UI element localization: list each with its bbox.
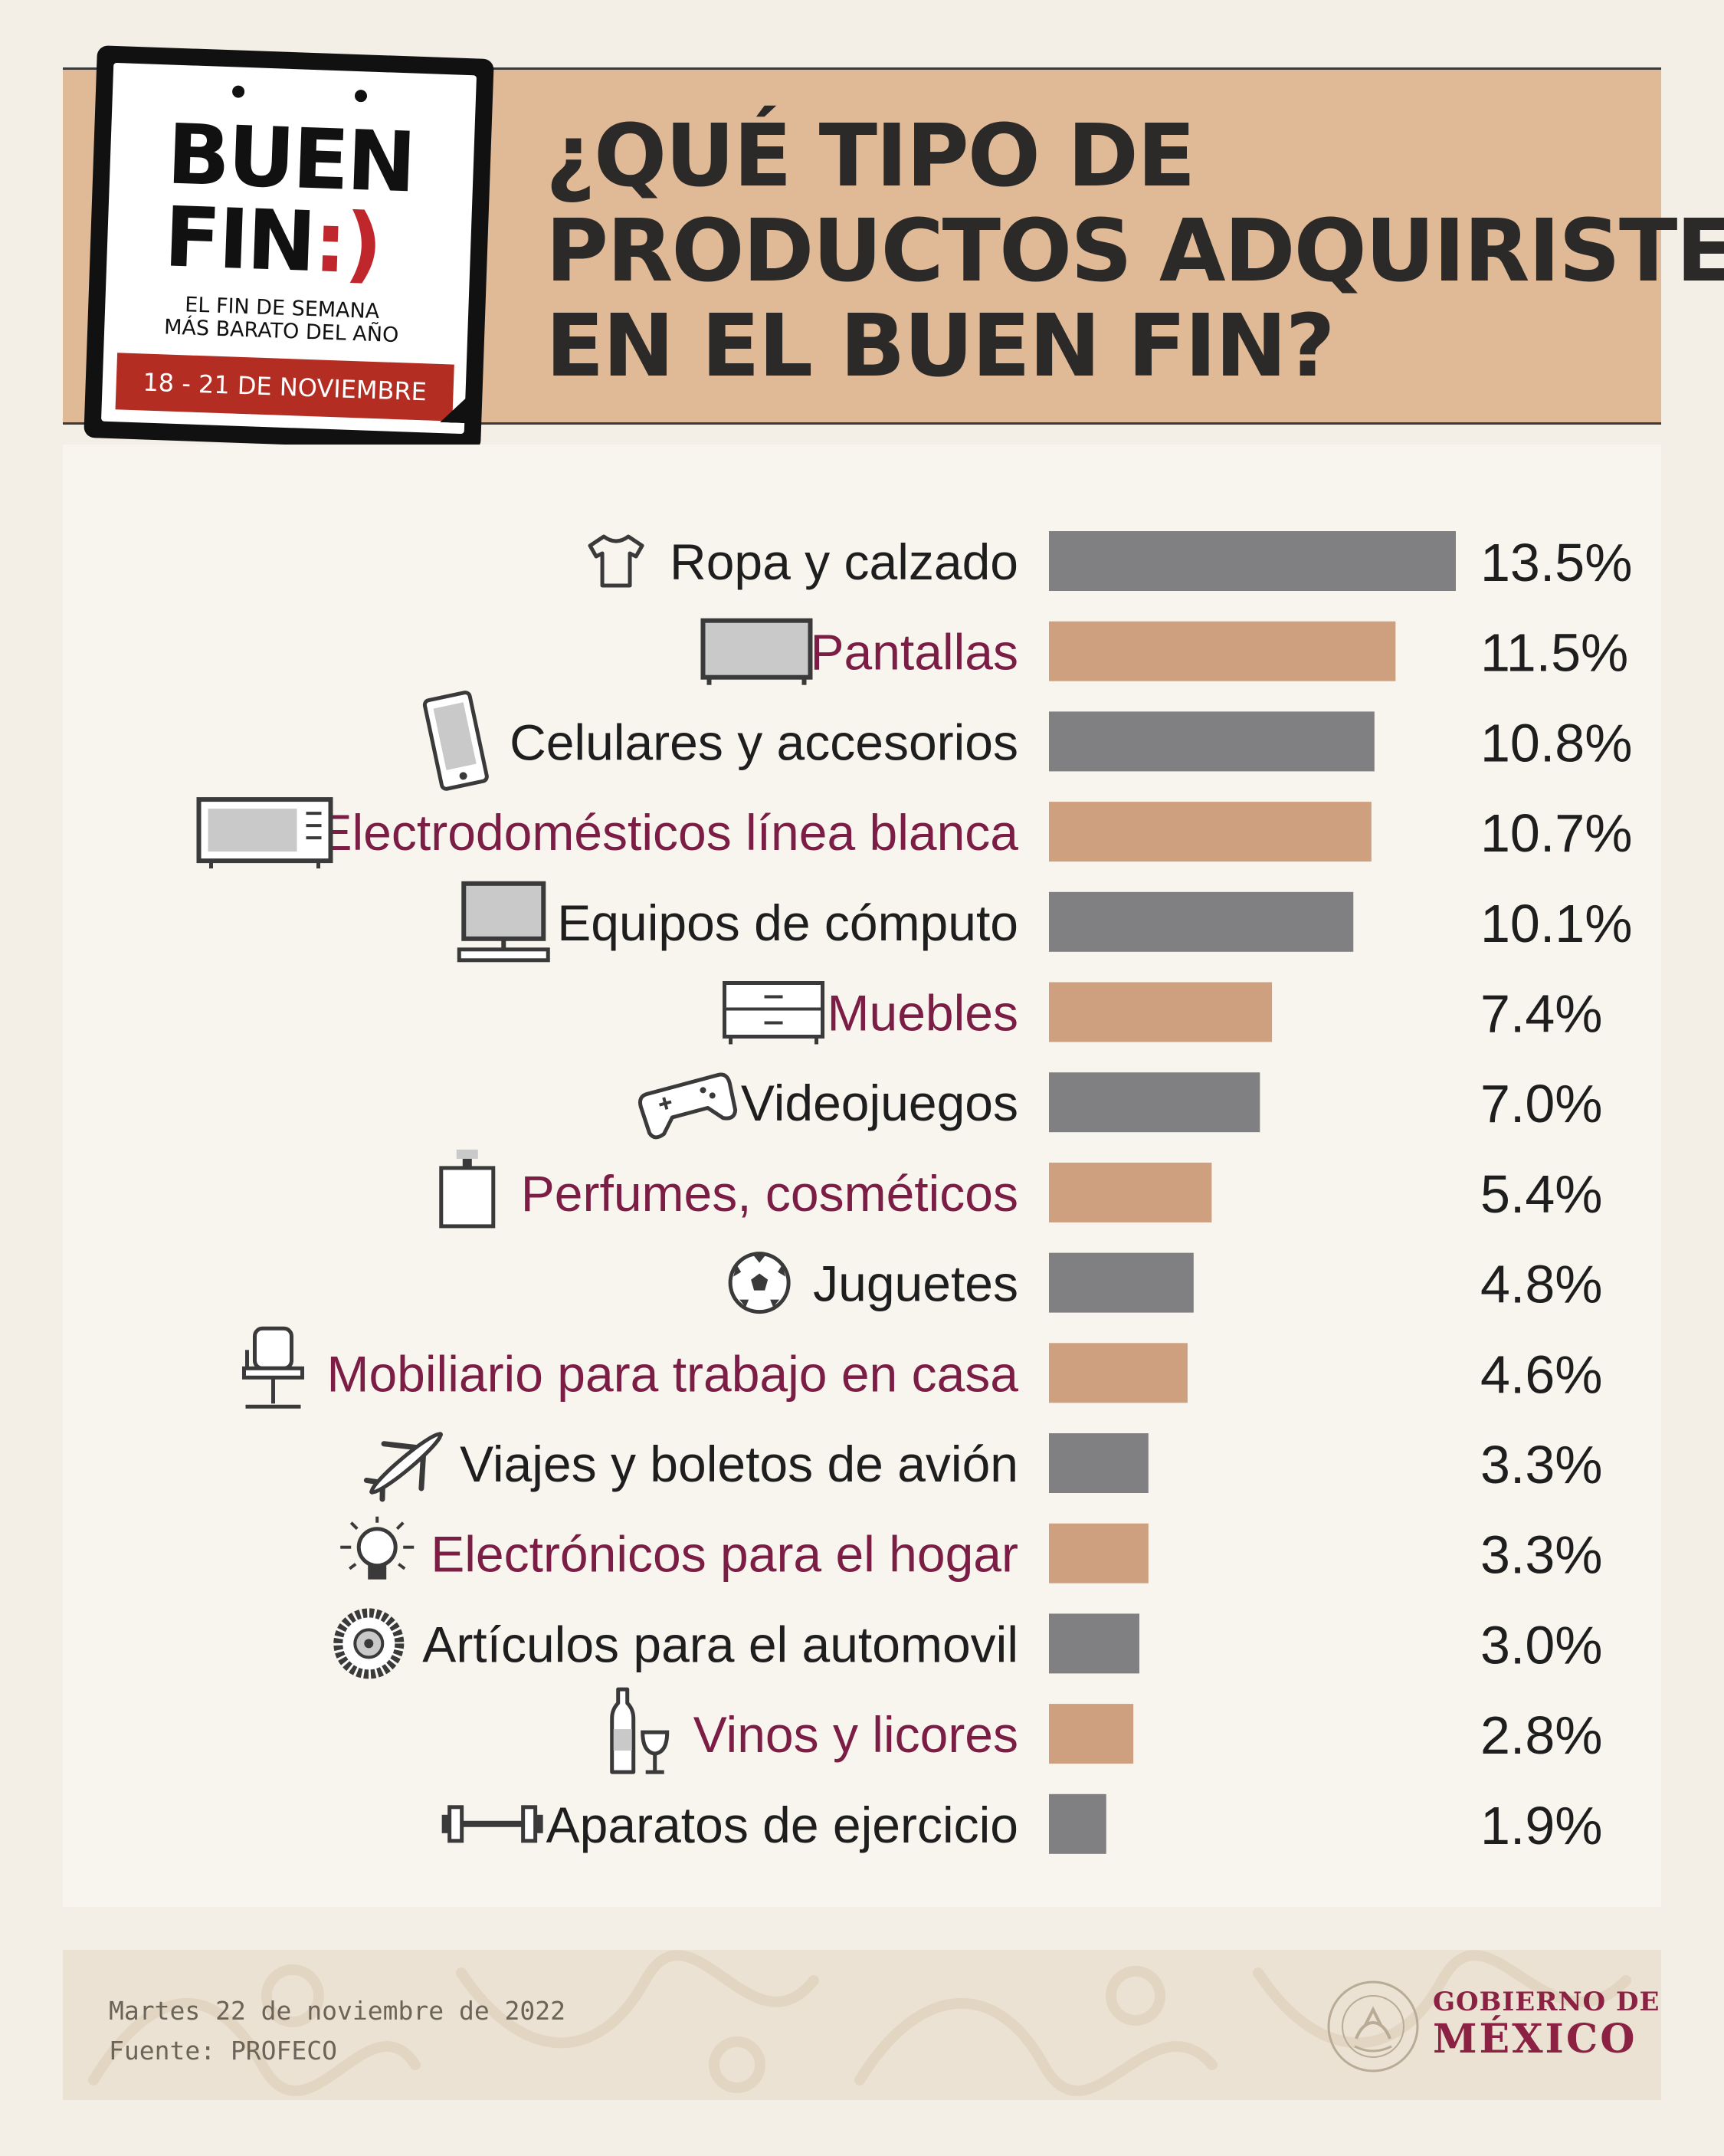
wine-icon (610, 1687, 670, 1774)
bar (1049, 711, 1375, 772)
value-label: 7.0% (1480, 1074, 1603, 1134)
category-label: Electrónicos para el hogar (431, 1526, 1018, 1583)
footer-band (63, 1950, 1661, 2100)
soccer-ball-icon (728, 1252, 791, 1314)
bar (1049, 1793, 1106, 1854)
category-label: Vinos y licores (693, 1706, 1018, 1763)
dumbbell-icon (441, 1805, 543, 1843)
title-line-1: ¿QUÉ TIPO DE (546, 107, 1195, 206)
computer-icon (457, 881, 550, 963)
value-label: 3.0% (1480, 1615, 1603, 1675)
gov-line-1: GOBIERNO DE (1433, 1987, 1660, 2017)
category-label: Videojuegos (741, 1075, 1018, 1131)
logo-line2: FIN (162, 189, 316, 291)
bar (1049, 1252, 1194, 1313)
bar (1049, 531, 1456, 591)
category-label: Artículos para el automovil (422, 1616, 1018, 1672)
bar (1049, 1072, 1260, 1133)
mexico-seal-icon (1327, 1980, 1419, 2072)
category-label: Muebles (828, 985, 1018, 1042)
category-label: Mobiliario para trabajo en casa (326, 1345, 1018, 1402)
logo-dates: 18 - 21 DE NOVIEMBRE (115, 353, 454, 422)
value-label: 3.3% (1480, 1435, 1603, 1495)
gamepad-icon (637, 1072, 738, 1140)
value-label: 10.8% (1480, 713, 1632, 773)
publication-date: Martes 22 de noviembre de 2022 (109, 1996, 566, 2026)
tv-icon (700, 618, 813, 685)
bar (1049, 1613, 1139, 1674)
value-label: 4.8% (1480, 1255, 1603, 1314)
chart-panel (63, 445, 1661, 1907)
category-label: Electrodomésticos línea blanca (319, 804, 1019, 861)
category-label: Ropa y calzado (670, 533, 1018, 590)
dresser-icon (723, 981, 825, 1045)
bar (1049, 1343, 1188, 1403)
category-label: Aparatos de ejercicio (546, 1797, 1018, 1853)
data-source: Fuente: PROFECO (109, 2036, 338, 2066)
value-label: 10.1% (1480, 894, 1632, 953)
bar (1049, 621, 1396, 681)
smartphone-icon (422, 691, 489, 791)
value-label: 3.3% (1480, 1525, 1603, 1585)
tshirt-icon (588, 534, 644, 588)
light-bulb-icon (340, 1516, 415, 1580)
bar-chart: Ropa y calzado 13.5% Pantallas 11.5% Celular… (196, 531, 1632, 1856)
logo-tagline: EL FIN DE SEMANA MÁS BARATO DEL AÑO (155, 293, 409, 347)
value-label: 13.5% (1480, 533, 1632, 592)
category-label: Equipos de cómputo (557, 894, 1018, 951)
bar (1049, 982, 1273, 1042)
category-label: Juguetes (813, 1255, 1018, 1312)
microwave-icon (196, 797, 333, 869)
value-label: 5.4% (1480, 1164, 1603, 1224)
bar (1049, 891, 1354, 952)
buen-fin-logo: BUEN FIN:) EL FIN DE SEMANA MÁS BARATO D… (84, 45, 494, 451)
category-label: Pantallas (810, 624, 1018, 681)
value-label: 2.8% (1480, 1705, 1603, 1765)
gov-line-2: MÉXICO (1433, 2016, 1637, 2062)
bar (1049, 1162, 1212, 1222)
footer-pattern (88, 1950, 1631, 2096)
tire-icon (333, 1608, 405, 1679)
logo-wordmark: BUEN FIN:) (162, 107, 415, 293)
bar (1049, 1433, 1149, 1493)
airplane-icon (363, 1432, 443, 1502)
logo-smile: :) (312, 195, 382, 294)
bar (1049, 802, 1372, 862)
office-chair-icon (241, 1326, 304, 1409)
value-label: 10.7% (1480, 803, 1632, 863)
value-label: 1.9% (1480, 1796, 1603, 1856)
title-line-3: EN EL BUEN FIN? (546, 297, 1336, 396)
bar (1049, 1704, 1134, 1764)
bar (1049, 1523, 1149, 1583)
category-label: Perfumes, cosméticos (521, 1165, 1018, 1222)
perfume-icon (439, 1149, 496, 1229)
page-title: ¿QUÉ TIPO DE PRODUCTOS ADQUIRISTE EN EL … (546, 107, 1724, 396)
category-label: Viajes y boletos de avión (460, 1436, 1018, 1492)
category-label: Celulares y accesorios (510, 714, 1018, 770)
value-label: 7.4% (1480, 984, 1603, 1044)
title-line-2: PRODUCTOS ADQUIRISTE (546, 202, 1724, 301)
value-label: 11.5% (1480, 623, 1628, 683)
value-label: 4.6% (1480, 1344, 1603, 1404)
